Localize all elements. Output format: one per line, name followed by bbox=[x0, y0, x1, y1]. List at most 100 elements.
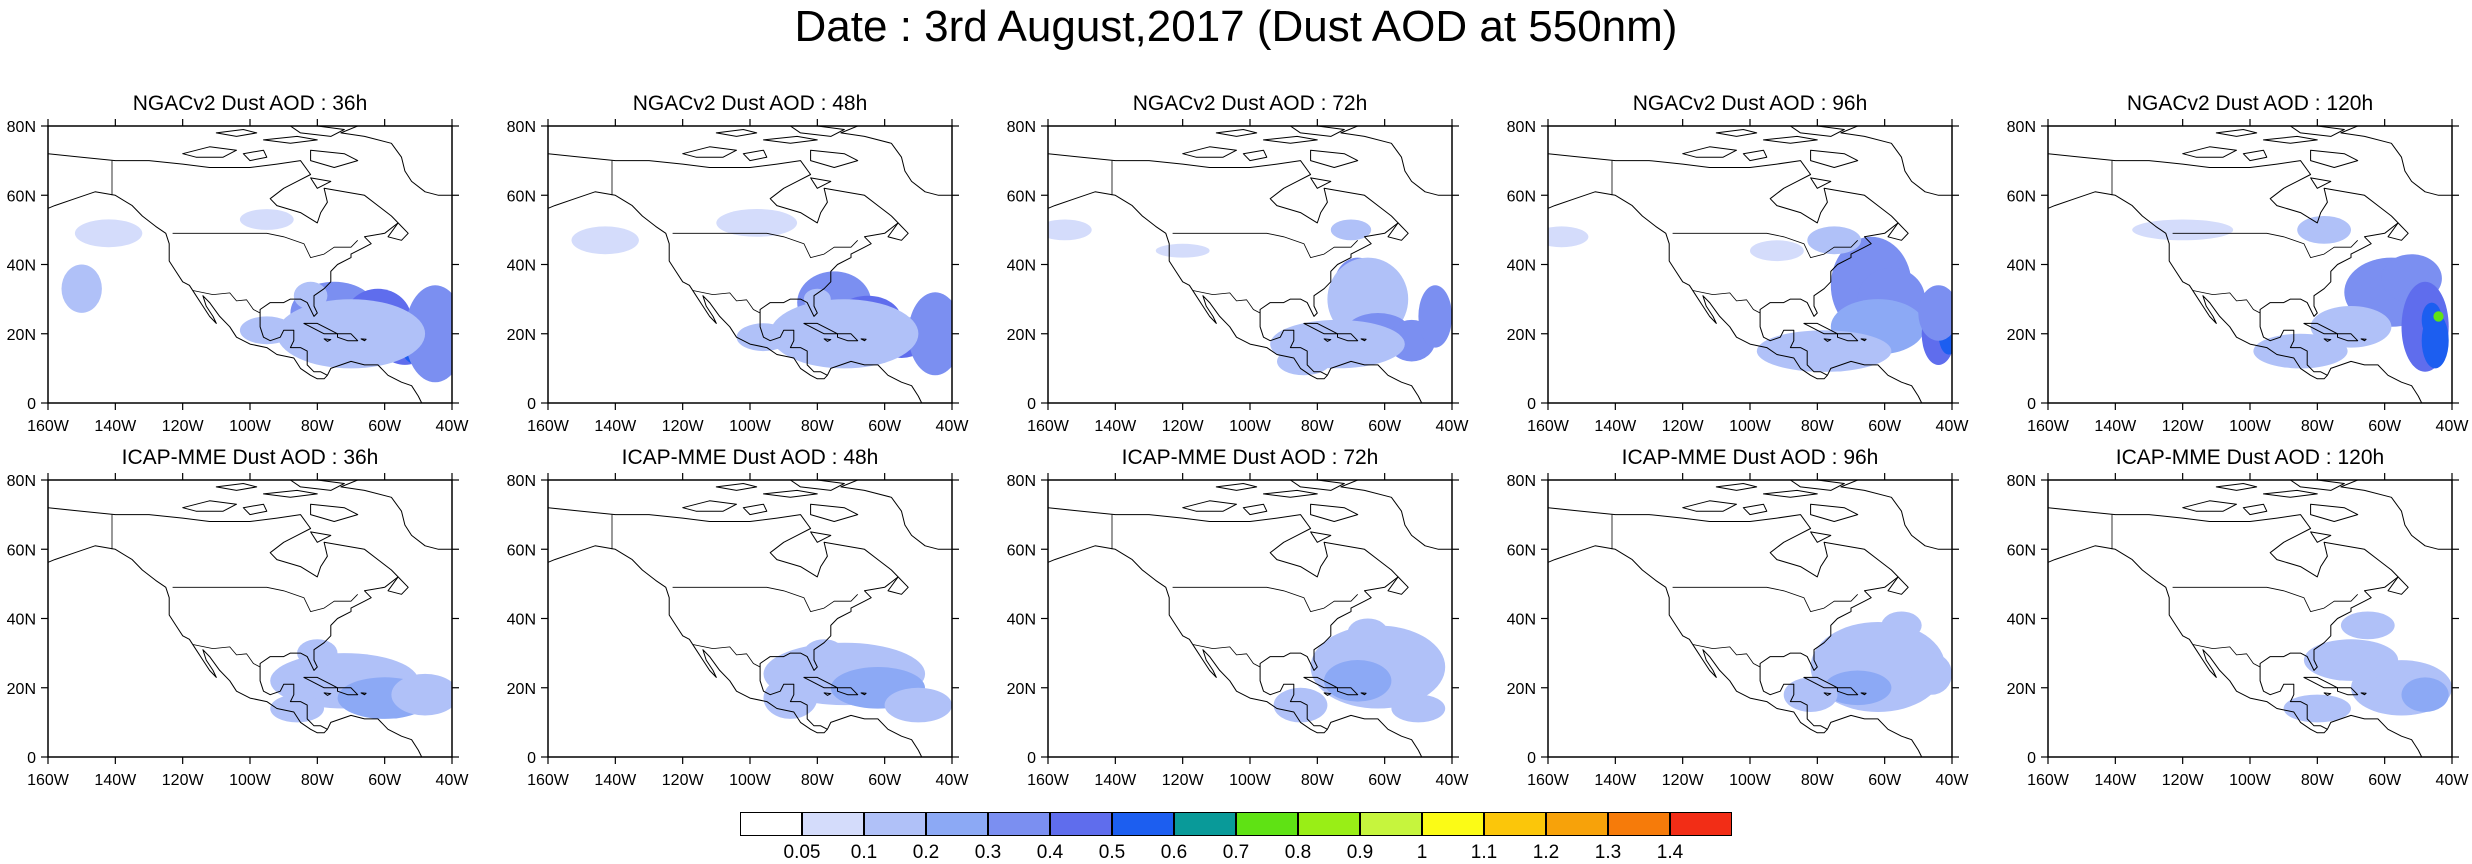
coastline-north-america bbox=[548, 507, 899, 734]
colorbar-swatch bbox=[1050, 812, 1112, 836]
coastline-island bbox=[2310, 149, 2359, 168]
coastline-greenland bbox=[340, 126, 452, 196]
lon-tick-label: 140W bbox=[1594, 772, 1637, 789]
coastline-island bbox=[1387, 222, 1409, 241]
dust-plume bbox=[1918, 285, 1952, 341]
dust-aod-map: 160W 140W 120W 100W 80W 60W 40W 0 20N 40N 60N 80N bbox=[1507, 473, 1969, 789]
coastline-island bbox=[289, 126, 345, 137]
lon-tick-label: 140W bbox=[1094, 418, 1137, 435]
coastline-island bbox=[2360, 692, 2367, 696]
lon-tick-label: 120W bbox=[1162, 772, 1205, 789]
lat-tick-label: 40N bbox=[1007, 612, 1036, 629]
panel-title: ICAP-MME Dust AOD : 36h bbox=[121, 446, 379, 469]
coastline-greenland bbox=[840, 480, 952, 550]
dust-plume bbox=[2283, 694, 2351, 723]
lon-tick-label: 160W bbox=[527, 772, 570, 789]
lon-tick-label: 120W bbox=[162, 772, 205, 789]
coastline-island bbox=[715, 129, 758, 137]
map-panel: NGACv2 Dust AOD : 36h 160W 140W 120W 100W 80W… bbox=[0, 88, 470, 488]
dust-plume bbox=[1324, 660, 1392, 702]
dust-plume bbox=[1911, 653, 1952, 695]
border-us-canada bbox=[172, 232, 358, 258]
lon-tick-label: 100W bbox=[729, 418, 772, 435]
coastline-island bbox=[2182, 146, 2237, 158]
lat-tick-label: 80N bbox=[2007, 119, 2036, 136]
dust-plume bbox=[239, 209, 294, 230]
border-us-mexico bbox=[1192, 644, 1261, 668]
coastline-island bbox=[1263, 135, 1318, 144]
lon-tick-label: 160W bbox=[527, 418, 570, 435]
coastline-island bbox=[860, 338, 867, 342]
coastline-greenland bbox=[1340, 480, 1452, 550]
lat-tick-label: 0 bbox=[1027, 396, 1036, 413]
coastline-island bbox=[2360, 338, 2367, 342]
dust-plume bbox=[1347, 618, 1388, 647]
coastline-island bbox=[1263, 489, 1318, 498]
lat-tick-label: 20N bbox=[7, 327, 36, 344]
coastline-island bbox=[823, 338, 832, 342]
dust-plume bbox=[1048, 219, 1092, 241]
lat-tick-label: 40N bbox=[1007, 258, 1036, 275]
lon-tick-label: 80W bbox=[801, 418, 835, 435]
dust-plume bbox=[1548, 226, 1589, 248]
coastline-island bbox=[2215, 483, 2258, 491]
lon-tick-label: 160W bbox=[2027, 418, 2070, 435]
coastline-island bbox=[887, 576, 909, 595]
lat-tick-label: 20N bbox=[1007, 327, 1036, 344]
coastline-island bbox=[1323, 692, 1332, 696]
lon-tick-label: 40W bbox=[936, 418, 970, 435]
border-us-mexico bbox=[192, 644, 261, 668]
lon-tick-label: 60W bbox=[1868, 418, 1902, 435]
coastline-island bbox=[1215, 129, 1258, 137]
lon-tick-label: 100W bbox=[1729, 772, 1772, 789]
border-us-canada bbox=[672, 232, 858, 258]
lon-tick-label: 100W bbox=[1229, 418, 1272, 435]
coastline-island bbox=[810, 149, 859, 168]
lon-tick-label: 120W bbox=[662, 418, 705, 435]
lat-tick-label: 60N bbox=[1507, 542, 1536, 559]
coastline-greenland bbox=[2340, 480, 2452, 550]
border-us-mexico bbox=[692, 290, 761, 314]
coastline-island bbox=[763, 489, 818, 498]
lon-tick-label: 80W bbox=[301, 418, 335, 435]
lat-tick-label: 80N bbox=[1507, 473, 1536, 490]
coastline-island bbox=[1323, 338, 1332, 342]
lon-tick-label: 160W bbox=[27, 772, 70, 789]
coastline-island bbox=[2215, 129, 2258, 137]
lon-tick-label: 40W bbox=[436, 418, 470, 435]
coastline-south-america bbox=[1826, 360, 1923, 403]
panel-title: ICAP-MME Dust AOD : 72h bbox=[1121, 446, 1379, 469]
coastline-island bbox=[1215, 483, 1258, 491]
lat-tick-label: 80N bbox=[507, 473, 536, 490]
map-panel: ICAP-MME Dust AOD : 48h 160W 140W 120W 100W 8… bbox=[500, 442, 970, 842]
dust-plume bbox=[2297, 216, 2351, 244]
dust-plume bbox=[1824, 670, 1892, 706]
coastline-island bbox=[182, 146, 237, 158]
coastline-island bbox=[2310, 177, 2332, 189]
dust-plume bbox=[1155, 243, 1210, 258]
panel-title: ICAP-MME Dust AOD : 48h bbox=[621, 446, 879, 469]
map-panel: NGACv2 Dust AOD : 48h 160W 140W 120W 100W 80W… bbox=[500, 88, 970, 488]
lat-tick-label: 40N bbox=[1507, 258, 1536, 275]
lat-tick-label: 0 bbox=[1527, 396, 1536, 413]
colorbar-swatch bbox=[926, 812, 988, 836]
coastline-south-america bbox=[1826, 714, 1923, 757]
border-us-canada bbox=[172, 586, 358, 612]
dust-aod-map: 160W 140W 120W 100W 80W 60W 40W 0 20N 40N 60N 80N bbox=[1007, 119, 1469, 435]
lon-tick-label: 140W bbox=[594, 418, 637, 435]
coastline-island bbox=[360, 338, 367, 342]
coastline-island bbox=[1360, 338, 1367, 342]
coastline-south-america bbox=[326, 714, 423, 757]
coastline-island bbox=[1242, 149, 1268, 162]
colorbar-label: 1.3 bbox=[1594, 842, 1622, 863]
colorbar-label: 0.2 bbox=[912, 842, 940, 863]
coastline-island bbox=[2242, 503, 2268, 516]
dust-plume bbox=[297, 639, 338, 667]
lon-tick-label: 80W bbox=[2301, 418, 2335, 435]
lat-tick-label: 0 bbox=[1027, 750, 1036, 767]
coastline-island bbox=[789, 126, 845, 137]
coastline-south-america bbox=[826, 714, 923, 757]
coastline-island bbox=[887, 222, 909, 241]
lon-tick-label: 60W bbox=[868, 772, 902, 789]
colorbar-label: 1 bbox=[1416, 842, 1428, 863]
